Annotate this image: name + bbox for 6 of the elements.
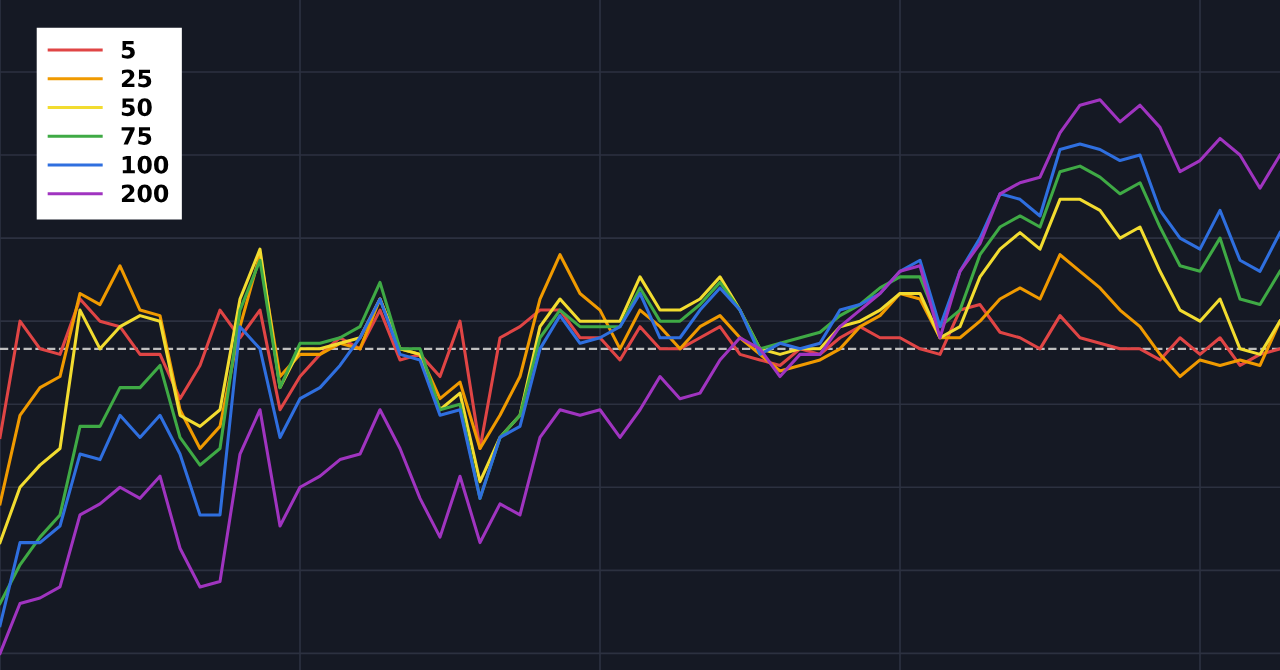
legend-label: 100 [122,155,169,174]
legend-label: 75 [121,127,152,145]
legend-label: 200 [121,184,169,203]
legend-label: 5 [121,41,135,59]
legend-label: 25 [121,69,152,88]
legend-label: 50 [121,98,152,117]
